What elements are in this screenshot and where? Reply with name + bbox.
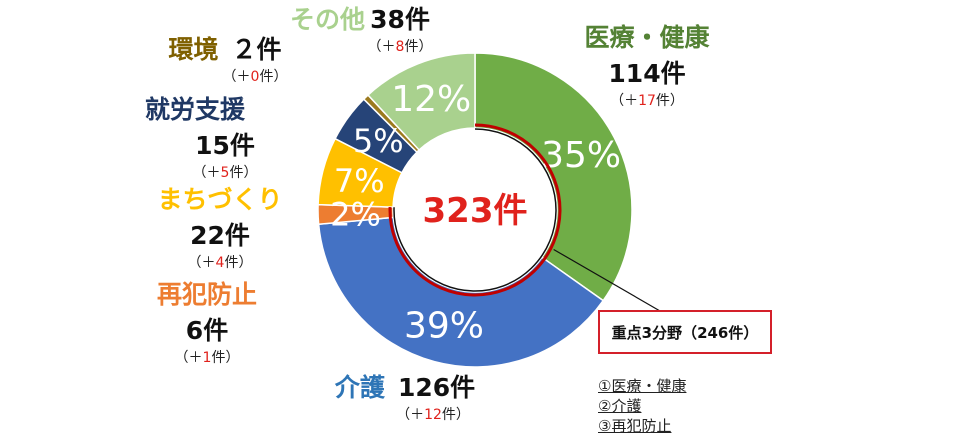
category-count: 38件 [370, 5, 430, 34]
priority-field-item: ①医療・健康 [598, 377, 687, 395]
category-delta: （＋5件） [192, 165, 258, 181]
label-machizukuri: まちづくり 22件 （＋4件） [145, 180, 295, 272]
category-name: その他 [290, 5, 366, 34]
total-count: 323件 [423, 191, 528, 231]
slice-percent-label: 5% [353, 122, 404, 160]
label-saihan-boshi: 再犯防止 6件 （＋1件） [152, 275, 262, 367]
category-delta: （＋17件） [610, 93, 684, 109]
slice-percent-label: 35% [541, 135, 621, 176]
label-sonota: その他 38件 （＋8件） [285, 0, 435, 56]
category-delta: （＋4件） [187, 255, 253, 271]
category-count: 15件 [195, 131, 255, 160]
label-iryo-kenko: 医療・健康 114件 （＋17件） [572, 18, 722, 110]
slice-percent-label: 12% [391, 79, 471, 120]
category-delta: （＋0件） [222, 69, 288, 85]
category-delta: （＋8件） [367, 39, 433, 55]
category-delta: （＋1件） [174, 350, 240, 366]
category-count: ２件 [231, 35, 282, 64]
category-name: 介護 [334, 373, 385, 402]
slice-6 [366, 52, 476, 152]
slice-percent-label: 39% [404, 305, 484, 346]
category-count: 6件 [185, 316, 229, 345]
priority-fields-ring [388, 123, 562, 297]
label-kankyo: 環境 ２件 （＋0件） [160, 30, 290, 86]
category-count: 126件 [397, 373, 476, 402]
category-name: 就労支援 [144, 95, 245, 124]
slice-percent-label: 7% [334, 162, 385, 200]
category-name: 医療・健康 [584, 23, 710, 52]
category-name: まちづくり [157, 185, 283, 214]
callout-leader-line [553, 248, 661, 312]
slice-1 [317, 216, 605, 368]
priority-field-item: ②介護 [598, 397, 642, 415]
category-name: 環境 [168, 35, 219, 64]
category-name: 再犯防止 [156, 280, 257, 309]
label-shuro-shien: 就労支援 15件 （＋5件） [130, 90, 260, 182]
category-delta: （＋12件） [396, 407, 470, 423]
priority-field-item: ③再犯防止 [598, 417, 672, 435]
category-count: 114件 [608, 59, 686, 88]
priority-fields-list: ①医療・健康 ②介護 ③再犯防止 [598, 376, 686, 436]
priority-fields-ring-inner [393, 128, 557, 292]
label-kaigo: 介護 126件 （＋12件） [325, 368, 485, 424]
slice-percent-label: 2% [330, 195, 381, 233]
priority-fields-box: 重点3分野（246件） [598, 310, 772, 354]
category-count: 22件 [190, 221, 250, 250]
